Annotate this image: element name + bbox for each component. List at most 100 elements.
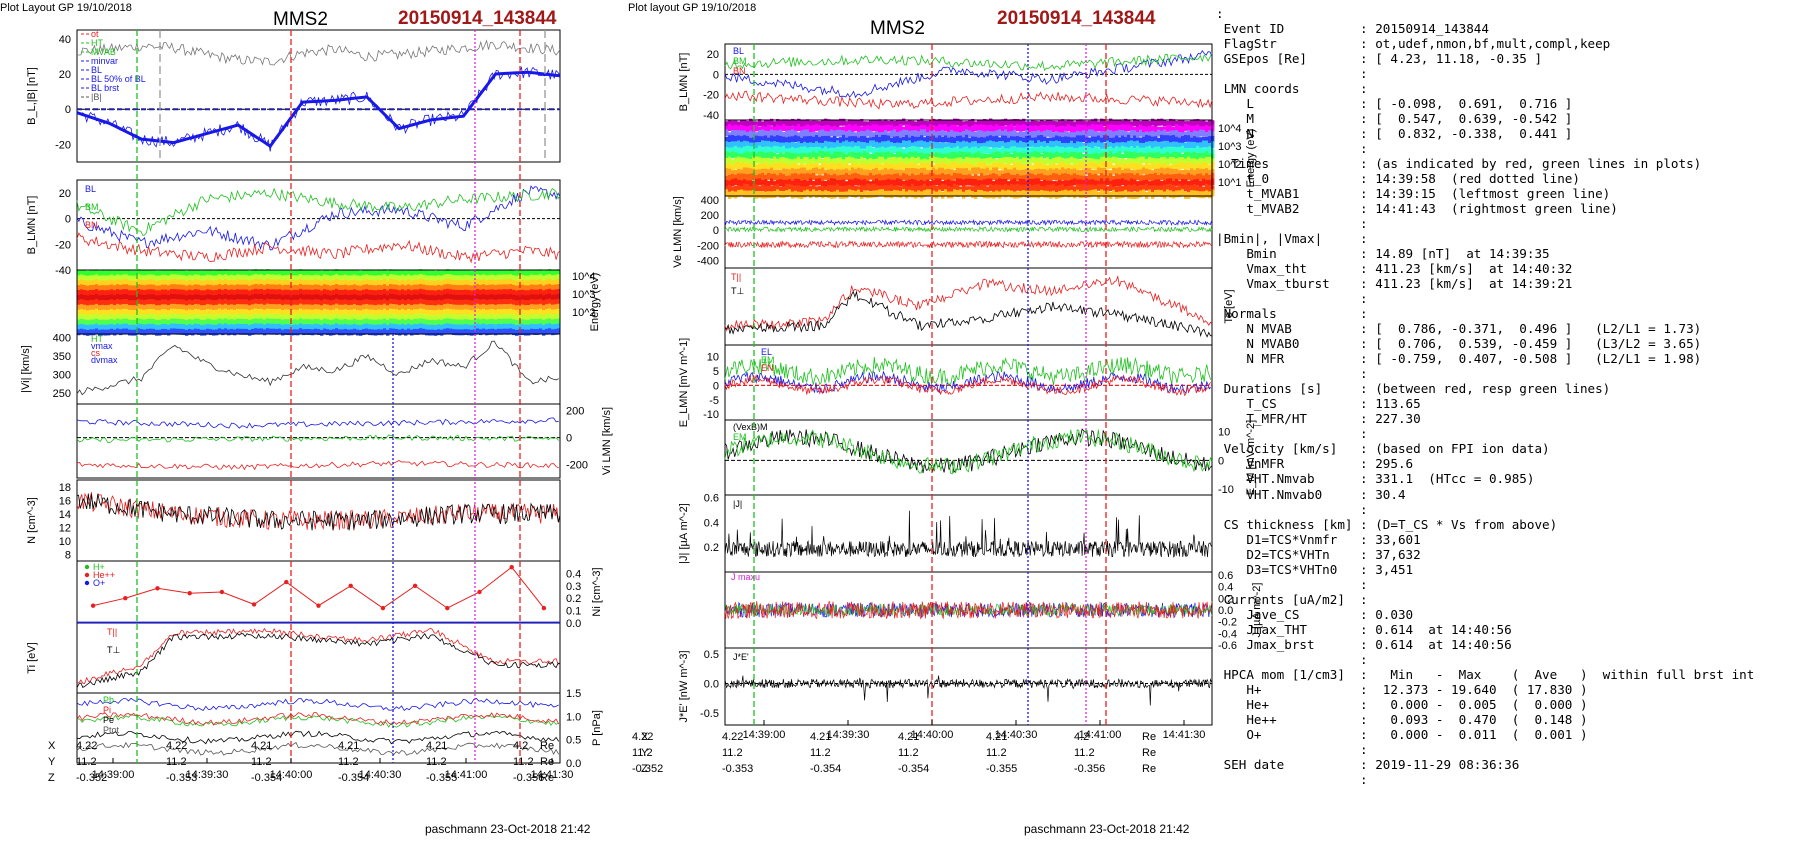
spec-cell [1061, 162, 1065, 170]
spec-cell [983, 168, 987, 176]
spec-cell [1124, 162, 1128, 170]
spec-cell [113, 290, 117, 297]
spec-cell [788, 183, 792, 191]
spec-cell [263, 304, 267, 311]
spec-cell [845, 173, 849, 180]
spec-cell [767, 164, 771, 172]
spec-cell [278, 313, 282, 320]
spec-cell [962, 140, 966, 148]
series-line [76, 712, 560, 726]
spec-cell [1163, 163, 1167, 171]
spec-cell [86, 290, 90, 297]
spec-cell [119, 270, 123, 277]
spec-cell [884, 130, 888, 137]
spec-cell [1043, 164, 1047, 172]
spec-cell [1010, 169, 1014, 177]
spec-cell [431, 280, 435, 287]
spec-cell [1151, 162, 1155, 170]
spec-cell [224, 313, 228, 320]
spec-cell [989, 170, 993, 178]
spec-cell [491, 284, 495, 291]
spec-cell [1172, 184, 1176, 192]
spec-cell [512, 329, 516, 336]
spec-cell [1052, 125, 1056, 133]
spec-cell [1049, 140, 1053, 148]
spec-cell [365, 313, 369, 320]
spec-cell [419, 274, 423, 280]
spec-cell [842, 152, 846, 160]
spec-cell [905, 167, 909, 175]
spec-cell [1013, 119, 1017, 126]
spec-cell [161, 319, 165, 326]
spec-cell [827, 119, 831, 127]
spec-cell [848, 141, 852, 149]
spec-cell [542, 290, 546, 297]
panel-frame [76, 333, 561, 405]
spec-cell [89, 299, 93, 306]
spec-cell [818, 125, 822, 133]
spec-cell [326, 319, 330, 326]
spec-cell [833, 173, 837, 181]
spec-cell [1094, 189, 1098, 197]
spec-cell [767, 191, 771, 199]
spec-cell [92, 329, 96, 336]
spec-cell [887, 120, 891, 128]
spec-cell [185, 300, 189, 307]
spec-cell [1061, 184, 1065, 192]
spec-cell [1151, 157, 1155, 165]
spec-cell [1118, 191, 1122, 199]
data-point [90, 603, 96, 608]
spec-cell [545, 304, 549, 311]
spec-cell [314, 284, 318, 291]
spec-cell [548, 269, 552, 276]
spec-cell [854, 152, 858, 160]
spec-cell [797, 141, 801, 149]
spec-cell [527, 314, 531, 321]
spec-cell [89, 280, 93, 287]
spec-cell [206, 323, 210, 330]
spec-cell [299, 298, 303, 305]
spec-cell [332, 304, 336, 311]
spec-cell [107, 314, 111, 321]
spec-cell [1070, 179, 1074, 187]
spec-cell [926, 189, 930, 197]
spec-cell [752, 184, 756, 192]
spec-cell [998, 152, 1002, 159]
spec-cell [545, 284, 549, 291]
spec-cell [842, 174, 846, 182]
spec-cell [341, 289, 345, 296]
spec-cell [875, 167, 879, 175]
spec-cell [1109, 118, 1113, 126]
spec-cell [230, 274, 234, 281]
spec-cell [371, 314, 375, 321]
spec-cell [959, 168, 963, 176]
spec-cell [542, 305, 546, 312]
legend-label: EM [761, 355, 775, 365]
spec-cell [140, 284, 144, 291]
spec-cell [425, 319, 429, 326]
spec-cell [509, 303, 513, 310]
spec-cell [914, 121, 918, 129]
spec-cell [941, 191, 945, 199]
spec-cell [539, 318, 543, 325]
spec-cell [1043, 175, 1047, 182]
info-line: : [1216, 576, 1368, 592]
spec-cell [410, 280, 414, 287]
spec-cell [422, 289, 426, 296]
spec-cell [284, 314, 288, 321]
spec-cell [470, 315, 474, 321]
spec-cell [365, 303, 369, 310]
spec-cell [77, 329, 81, 336]
legend-label: T|| [731, 272, 741, 282]
spec-cell [89, 319, 93, 326]
spec-cell [293, 275, 297, 282]
spec-cell [530, 299, 534, 306]
spec-cell [344, 289, 348, 296]
spec-cell [155, 324, 159, 331]
spec-cell [869, 190, 873, 198]
spec-cell [392, 284, 396, 291]
spec-cell [542, 280, 546, 287]
spec-cell [1010, 156, 1014, 164]
spec-cell [101, 319, 105, 326]
spec-cell [998, 158, 1002, 165]
